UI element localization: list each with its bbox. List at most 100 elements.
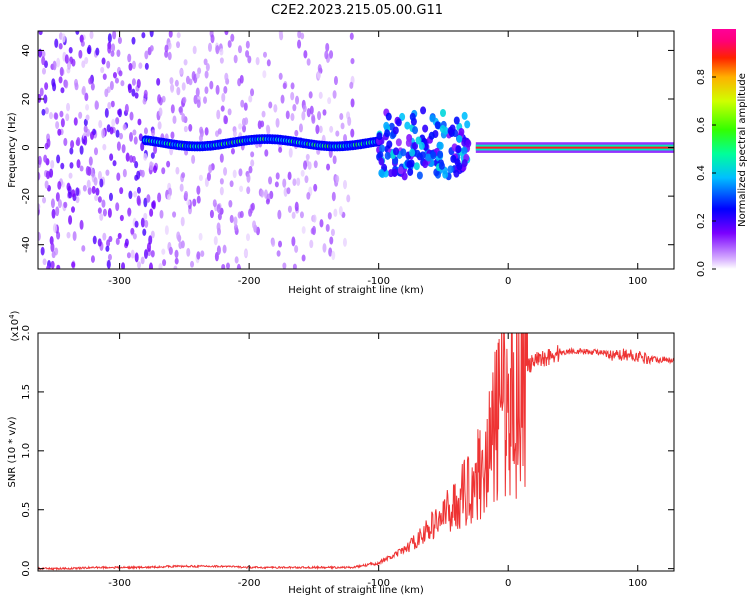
- heatmap-cell: [227, 108, 232, 116]
- heatmap-cell: [318, 125, 323, 134]
- heatmap-cell: [227, 40, 232, 48]
- heatmap-cell: [122, 168, 127, 178]
- heatmap-cell: [56, 264, 61, 269]
- heatmap-cell: [66, 182, 71, 192]
- heatmap-cell: [71, 58, 76, 67]
- heatmap-cell: [329, 50, 334, 59]
- heatmap-cell: [181, 113, 186, 123]
- heatmap-cell: [95, 187, 100, 196]
- scale-prefix: (x10: [10, 319, 21, 342]
- heatmap-cell: [181, 82, 186, 91]
- heatmap-cell: [55, 192, 60, 202]
- heatmap-cell: [430, 151, 437, 160]
- heatmap-cell: [318, 91, 323, 99]
- heatmap-cell: [149, 31, 154, 38]
- heatmap-cell: [126, 252, 131, 259]
- heatmap-cell: [245, 50, 250, 58]
- heatmap-cell: [80, 40, 85, 47]
- heatmap-cell: [425, 153, 432, 162]
- heatmap-cell: [68, 46, 73, 54]
- y-tick-label: -20: [21, 188, 32, 204]
- heatmap-cell: [399, 112, 406, 121]
- heatmap-cell: [282, 82, 287, 90]
- heatmap-cell: [88, 156, 93, 166]
- heatmap-cell: [102, 143, 107, 151]
- heatmap-cell: [124, 238, 129, 247]
- heatmap-cell: [397, 166, 404, 175]
- heatmap-cell: [142, 98, 147, 105]
- heatmap-cell: [85, 114, 90, 121]
- heatmap-cell: [64, 79, 69, 89]
- heatmap-cell: [117, 232, 122, 240]
- heatmap-cell: [347, 116, 352, 127]
- heatmap-cell: [224, 72, 229, 82]
- heatmap-cell: [413, 162, 420, 171]
- heatmap-cell: [409, 148, 416, 157]
- heatmap-cell: [287, 205, 292, 213]
- heatmap-cell: [109, 153, 114, 161]
- heatmap-cell: [326, 163, 331, 171]
- heatmap-cell: [102, 208, 107, 217]
- heatmap-cell: [196, 99, 201, 109]
- heatmap-cell: [79, 35, 84, 43]
- heatmap-cell: [247, 55, 252, 64]
- heatmap-cell: [376, 132, 383, 141]
- heatmap-cell: [447, 165, 454, 174]
- heatmap-cell: [73, 117, 78, 126]
- heatmap-cell: [75, 31, 80, 35]
- heatmap-cell: [383, 121, 390, 130]
- heatmap-cell: [456, 134, 463, 143]
- heatmap-cell: [112, 71, 117, 79]
- heatmap-cell: [328, 247, 333, 257]
- heatmap-cell: [149, 161, 154, 171]
- heatmap-cell: [340, 122, 345, 130]
- heatmap-cell: [150, 250, 155, 258]
- y-tick-label: 20: [21, 93, 32, 106]
- heatmap-cell: [58, 76, 63, 84]
- heatmap-cell: [180, 216, 185, 227]
- heatmap-cell: [237, 265, 242, 269]
- heatmap-cell: [209, 209, 214, 219]
- heatmap-cell: [101, 128, 106, 139]
- heatmap-cell: [179, 183, 184, 192]
- snr-y-ticks: 0.0 0.5 1.0 1.5 2.0: [21, 325, 674, 577]
- heatmap-cell: [63, 201, 68, 209]
- heatmap-cell: [313, 183, 318, 192]
- heatmap-cell: [70, 140, 75, 149]
- heatmap-cell: [224, 115, 229, 125]
- heatmap-cell: [169, 77, 174, 85]
- heatmap-cell: [149, 45, 154, 52]
- heatmap-cell: [206, 172, 211, 181]
- heatmap-cell: [161, 167, 166, 175]
- snr-y-scale-label: (x104): [8, 310, 21, 341]
- heatmap-cell: [146, 194, 151, 203]
- heatmap-cell: [114, 77, 119, 84]
- heatmap-cell: [325, 42, 330, 52]
- heatmap-cell: [325, 224, 330, 232]
- heatmap-cell: [234, 256, 239, 264]
- heatmap-cell: [153, 165, 158, 174]
- heatmap-cell: [265, 124, 270, 132]
- heatmap-cell: [240, 99, 245, 108]
- heatmap-cell: [72, 231, 77, 241]
- heatmap-cell: [418, 141, 425, 150]
- heatmap-cell: [150, 152, 155, 159]
- heatmap-cell: [291, 236, 296, 247]
- heatmap-cell: [196, 195, 201, 204]
- heatmap-cell: [416, 171, 423, 180]
- heatmap-cell: [162, 259, 167, 267]
- heatmap-cell: [204, 127, 209, 136]
- heatmap-cell: [51, 78, 56, 87]
- heatmap-cell: [301, 226, 306, 234]
- heatmap-cell: [183, 59, 188, 66]
- heatmap-cell: [300, 32, 305, 40]
- heatmap-cell: [157, 121, 162, 130]
- heatmap-cell: [338, 206, 343, 216]
- heatmap-cell: [198, 232, 203, 241]
- heatmap-cell: [208, 164, 213, 174]
- heatmap-cell: [85, 103, 90, 111]
- heatmap-cell: [41, 108, 46, 116]
- heatmap-cell: [175, 166, 180, 175]
- heatmap-cell: [239, 74, 244, 84]
- y-tick-label: 1.5: [21, 384, 32, 400]
